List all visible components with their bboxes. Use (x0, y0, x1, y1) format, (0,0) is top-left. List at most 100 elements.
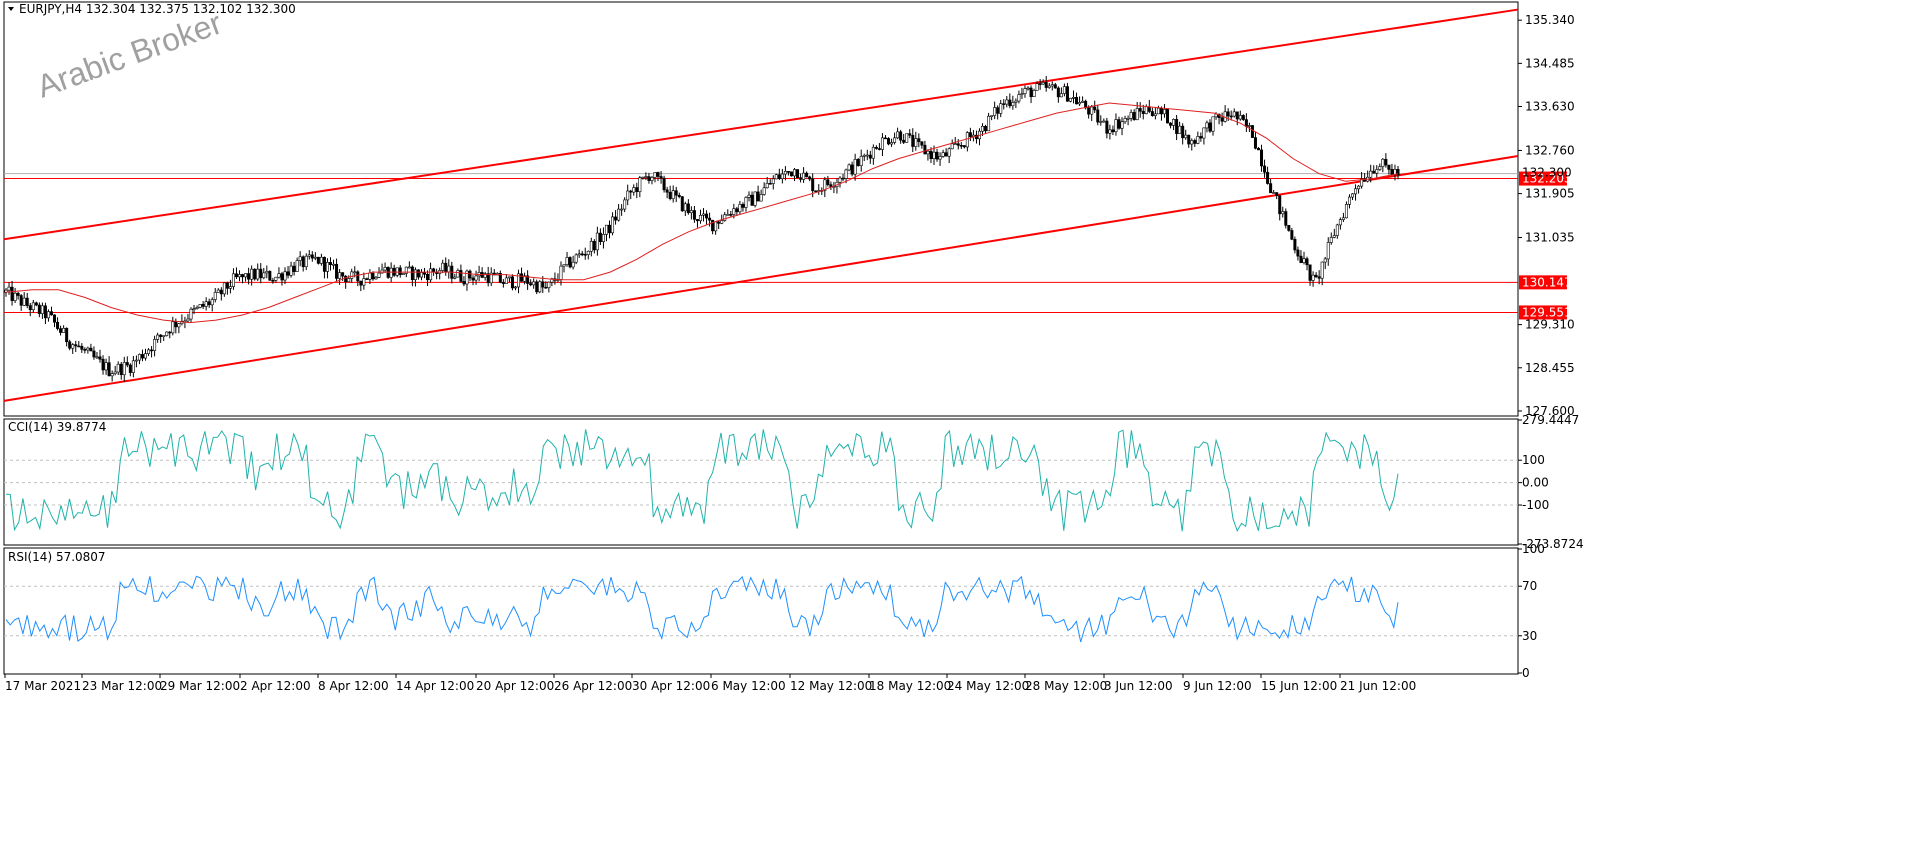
candle-body (174, 321, 178, 328)
trend-channel[interactable] (3, 8, 1519, 402)
candle-body (865, 154, 869, 157)
candle-body (504, 277, 508, 284)
candle-body (1238, 115, 1242, 120)
candle-body (1235, 111, 1239, 120)
candle-body (1093, 106, 1097, 111)
candle-body (1326, 242, 1330, 260)
candle-body (1087, 107, 1091, 115)
price-tick-label: 129.310 (1525, 318, 1575, 332)
candle-body (847, 164, 851, 171)
candle-body (762, 187, 766, 195)
candle-body (456, 270, 460, 278)
candle-body (1299, 255, 1303, 264)
candle-body (744, 197, 748, 208)
candle-body (398, 267, 402, 276)
candle-body (265, 271, 269, 274)
candle-body (783, 171, 787, 175)
candle-body (726, 214, 730, 216)
level-label-bg-2 (1519, 305, 1567, 320)
candle-body (262, 272, 266, 279)
candle-body (159, 334, 163, 337)
candle-body (750, 194, 754, 206)
candle-body (19, 295, 23, 306)
horizontal-levels[interactable]: 132.203 130.147 129.551 132.300 (4, 166, 1572, 320)
candle-body (228, 286, 232, 289)
candle-body (950, 143, 954, 150)
candle-body (498, 273, 502, 283)
candle-body (380, 269, 384, 274)
symbol-dropdown-icon[interactable] (8, 7, 14, 11)
candle-body (887, 138, 891, 145)
candle-body (4, 289, 8, 293)
candle-body (877, 148, 881, 150)
candle-body (1072, 97, 1076, 99)
candle-body (104, 362, 108, 371)
candle-body (1296, 249, 1300, 257)
candle-body (802, 172, 806, 180)
osc-tick-label: 0 (1522, 666, 1530, 680)
candle-body (153, 339, 157, 351)
cci-pane[interactable] (3, 418, 1519, 546)
candle-body (962, 145, 966, 148)
candle-body (595, 232, 599, 251)
candle-body (723, 214, 727, 221)
candle-body (140, 354, 144, 359)
candle-body (1205, 122, 1209, 129)
candle-body (147, 349, 151, 354)
time-tick-label: 9 Jun 12:00 (1183, 679, 1252, 693)
time-tick-label: 24 May 12:00 (947, 679, 1029, 693)
rsi-indicator: 100 70 30 0 (4, 542, 1545, 680)
candle-body (125, 362, 129, 366)
candle-body (16, 292, 20, 296)
main-pane[interactable] (3, 1, 1519, 417)
price-tick-label: 133.630 (1525, 100, 1575, 114)
candle-body (1226, 111, 1230, 117)
time-tick-label: 26 Apr 12:00 (554, 679, 632, 693)
candle-body (559, 265, 563, 280)
candle-body (711, 219, 715, 232)
candle-body (623, 199, 627, 210)
time-tick-label: 18 May 12:00 (869, 679, 951, 693)
candle-body (1232, 111, 1236, 117)
candle-body (298, 256, 302, 261)
time-tick-label: 14 Apr 12:00 (396, 679, 474, 693)
candle-body (981, 125, 985, 132)
candle-body (313, 256, 317, 259)
candle-body (1275, 192, 1279, 196)
candle-body (1378, 166, 1382, 170)
candle-body (7, 286, 11, 291)
candle-body (213, 292, 217, 300)
candle-body (771, 178, 775, 184)
candle-body (965, 132, 969, 148)
osc-tick-label: 100 (1522, 542, 1545, 556)
price-axis: 135.340 134.485 133.630 132.760 131.905 131.0… (1518, 13, 1575, 418)
candle-body (192, 308, 196, 310)
candle-body (811, 178, 815, 192)
candle-body (1075, 97, 1079, 105)
level-label-bg-1 (1519, 275, 1567, 290)
candle-body (635, 187, 639, 192)
candle-body (538, 281, 542, 293)
channel-lower-line (3, 155, 1519, 402)
candle-body (1375, 169, 1379, 174)
candle-body (1169, 122, 1173, 126)
candle-body (890, 142, 894, 145)
candle-body (413, 269, 417, 281)
time-tick-label: 3 Jun 12:00 (1104, 679, 1173, 693)
candle-body (40, 305, 44, 314)
candle-body (37, 304, 41, 314)
candle-body (189, 308, 193, 320)
rsi-pane[interactable] (3, 547, 1519, 675)
candle-body (650, 177, 654, 181)
candle-body (987, 115, 991, 132)
candle-body (532, 281, 536, 286)
candle-body (1287, 225, 1291, 231)
candle-body (1314, 274, 1318, 278)
candle-body (1026, 87, 1030, 90)
candle-body (738, 204, 742, 213)
candle-body (250, 268, 254, 280)
candle-body (708, 217, 712, 221)
price-tick-label: 131.905 (1525, 187, 1575, 201)
candle-body (747, 194, 751, 198)
